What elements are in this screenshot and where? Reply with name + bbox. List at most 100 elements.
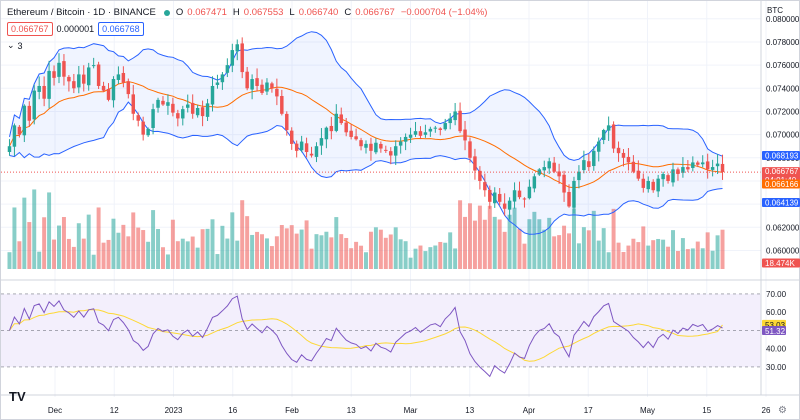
candle-body (562, 174, 566, 193)
candle (250, 74, 254, 100)
candle-body (339, 114, 343, 124)
candle-body (384, 149, 388, 151)
price-tick-label: 0.074000 (766, 84, 800, 93)
candle (527, 179, 532, 200)
volume-bar (225, 238, 230, 269)
candle (438, 127, 443, 136)
candle-body (304, 143, 309, 153)
candle-body (240, 43, 244, 73)
tradingview-logo-icon[interactable]: TV (9, 389, 26, 404)
volume-bar (190, 236, 195, 269)
volume-bar (705, 232, 710, 269)
candle (27, 101, 32, 127)
candle-body (111, 79, 116, 101)
candle (32, 84, 36, 125)
candle (210, 76, 215, 112)
candle (176, 109, 180, 127)
candle (572, 176, 576, 214)
candle (587, 153, 591, 171)
volume-bar (388, 234, 393, 269)
candle (631, 155, 636, 174)
candle-body (156, 99, 160, 108)
candle-body (596, 141, 601, 152)
candle (225, 58, 230, 78)
candle (285, 111, 289, 136)
volume-bar (671, 230, 675, 269)
candle-body (478, 170, 482, 181)
candle-body (131, 94, 136, 114)
volume-bar (57, 225, 61, 269)
volume-bar (497, 219, 502, 269)
time-tick-label: Feb (285, 406, 299, 415)
candle (304, 137, 309, 158)
volume-bar (378, 229, 383, 269)
candle (557, 163, 561, 184)
volume-bar (472, 220, 477, 269)
candle-body (507, 200, 512, 210)
rsi-badge: 51.32 (765, 327, 786, 336)
volume-bar (651, 240, 656, 269)
volume-bar (661, 239, 666, 269)
candle (344, 117, 348, 137)
volume-bar (666, 246, 671, 269)
candle-body (62, 61, 66, 77)
candle (230, 43, 235, 73)
time-axis[interactable]: Dec 12 2023 16 Feb 13 Mar 13 Apr 17 May 15 26 (48, 406, 771, 415)
time-tick-label: 26 (762, 406, 771, 415)
candle (448, 113, 452, 130)
volume-bar (408, 257, 413, 269)
candle-body (720, 163, 725, 173)
volume-bar (245, 216, 250, 269)
candle-body (200, 107, 205, 117)
spread-value: 0.000001 (56, 24, 95, 34)
candle (592, 146, 596, 171)
volume-bar (532, 211, 537, 269)
volume-bar (299, 229, 304, 269)
volume-bar (393, 227, 398, 269)
gear-icon[interactable]: ⚙ (778, 405, 787, 416)
volume-bar (438, 241, 443, 269)
candle (379, 141, 383, 153)
symbol-title[interactable]: Ethereum / Bitcoin · 1D · BINANCE (7, 7, 156, 18)
volume-bar (66, 238, 71, 269)
candle-body (166, 102, 170, 106)
volume-bar (76, 223, 81, 269)
volume-bar (334, 217, 339, 269)
price-tick-label: 0.072000 (766, 107, 800, 116)
time-tick-label: 12 (110, 406, 119, 415)
rsi-tick-label: 40.00 (766, 345, 787, 354)
volume-bar (274, 236, 279, 269)
price-tick-label: 0.080000 (766, 15, 800, 24)
indicators-toggle[interactable]: ⌄ 3 (7, 40, 489, 51)
currency-label[interactable]: BTC (767, 6, 783, 15)
volume-bar (284, 228, 289, 269)
candle-body (453, 111, 457, 121)
time-tick-label: 13 (465, 406, 474, 415)
candle-body (72, 81, 76, 89)
buy-button[interactable]: 0.066768 (98, 22, 144, 36)
candle-body (195, 107, 200, 116)
volume-bar (42, 217, 47, 269)
candle-body (671, 169, 675, 183)
volume-bar (487, 205, 492, 269)
volume-bar (71, 246, 76, 269)
candle-body (374, 142, 378, 153)
candle-body (37, 85, 41, 92)
volume-bar (468, 203, 472, 269)
candle (488, 185, 492, 209)
price-axis[interactable]: 0.080000 0.078000 0.076000 0.074000 0.072000… (766, 15, 800, 256)
candle (166, 94, 170, 115)
candle-body (101, 85, 106, 91)
upper-band-badge: 0.068193 (765, 152, 799, 161)
candle (22, 104, 27, 143)
volume-bar (116, 232, 121, 269)
volume-bar (517, 228, 522, 269)
sell-button[interactable]: 0.066767 (7, 22, 53, 36)
candle-body (577, 171, 581, 181)
candle (433, 125, 438, 133)
volume-bar (17, 241, 22, 269)
candle-body (552, 162, 556, 172)
time-tick-label: 17 (584, 406, 593, 415)
volume-bar (690, 248, 695, 269)
